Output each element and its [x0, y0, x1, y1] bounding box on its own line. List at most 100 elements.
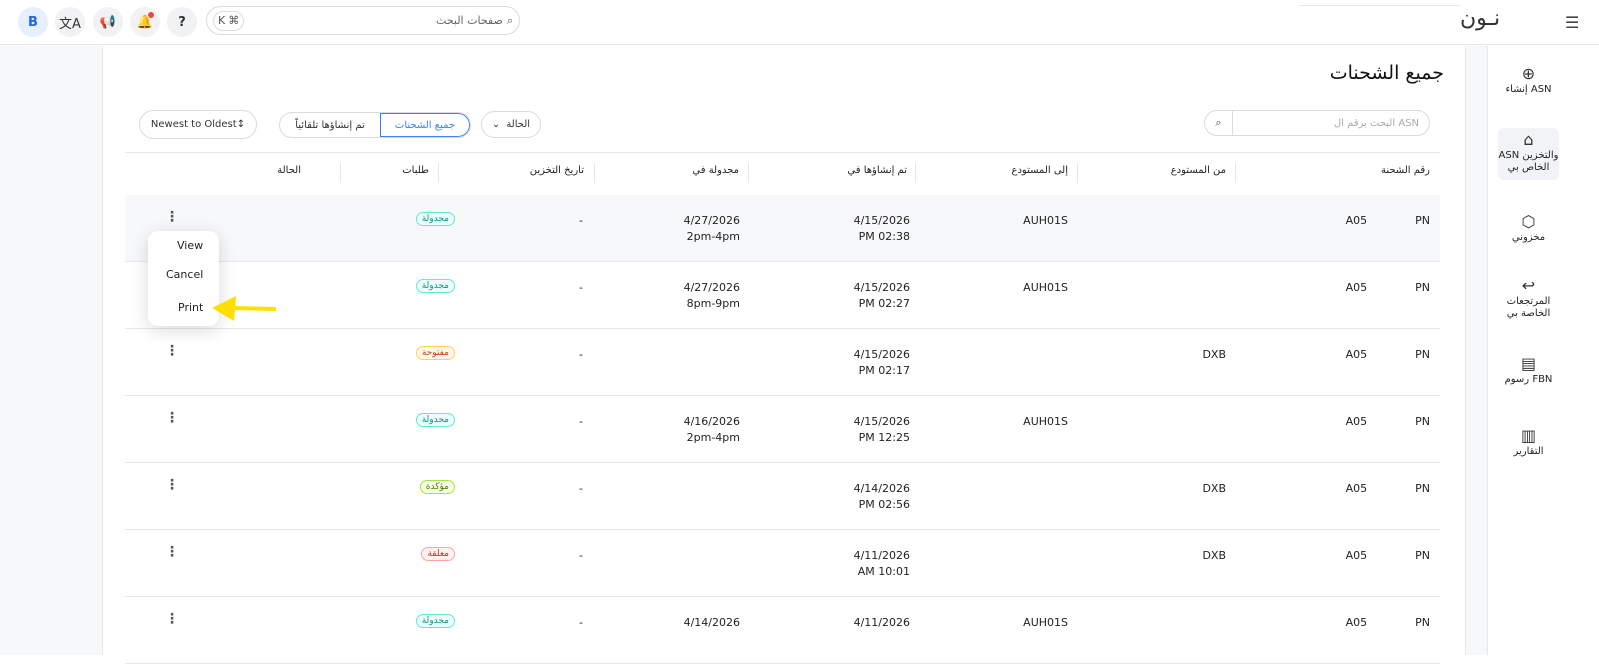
storage-date: - — [579, 482, 583, 495]
shortcut-hint: K ⌘ — [213, 10, 245, 31]
scheduled-time: 2pm-4pm — [686, 431, 740, 444]
notification-dot — [148, 12, 154, 18]
menu-item-view[interactable]: View — [177, 239, 204, 252]
status-badge: مجدولة — [415, 279, 455, 293]
tab-auto-created[interactable]: تم إنشاؤها تلقائياً — [295, 119, 365, 131]
created-date: 4/15/2026 — [853, 415, 910, 428]
avatar[interactable]: B — [18, 7, 48, 37]
report-icon: ▥ — [1520, 426, 1537, 445]
sidebar-item-label: إنشاء ASN — [1505, 84, 1552, 95]
divider — [1077, 163, 1078, 183]
sidebar-item-fbn-fees[interactable]: ▤ رسوم FBN — [1498, 352, 1559, 392]
sidebar-item-label: مخزوني — [1511, 232, 1546, 243]
created-date: 4/15/2026 — [853, 281, 910, 294]
storage-date: - — [579, 281, 583, 294]
table-row[interactable]: A05 PN AUH01S 4/15/2026 PM 02:27 4/27/2026… — [125, 262, 1440, 329]
shipment-number[interactable]: A05 PN — [1346, 615, 1430, 631]
storage-date: - — [579, 214, 583, 227]
status-filter-label: الحالة — [506, 119, 531, 130]
shipment-number[interactable]: A05 PN — [1346, 414, 1430, 430]
sidebar-item-inventory[interactable]: ⬡ مخزوني — [1498, 210, 1559, 250]
from-warehouse: DXB — [1202, 482, 1226, 495]
shipment-number-start: A05 — [1345, 348, 1368, 361]
status-badge: مجدولة — [415, 614, 455, 628]
table-row[interactable]: A05 PN AUH01S 4/15/2026 PM 02:38 4/27/2026… — [125, 195, 1440, 262]
table-row[interactable]: A05 PN DXB 4/11/2026 AM 10:01 - معلقة ⋮ — [125, 530, 1440, 597]
shipment-number-end: PN — [1415, 482, 1430, 495]
global-search-input[interactable]: K ⌘ صفحات البحث ⌕ — [206, 6, 520, 35]
divider — [1298, 5, 1460, 8]
tab-all-shipments[interactable]: جميع الشحنات — [380, 113, 470, 137]
created-time: AM 10:01 — [857, 565, 910, 578]
created-time: PM 02:27 — [858, 297, 910, 310]
to-warehouse: AUH01S — [1023, 281, 1068, 294]
sidebar-item-reports[interactable]: ▥ التقارير — [1498, 424, 1559, 464]
more-options-icon[interactable]: ⋮ — [165, 209, 179, 225]
scheduled-time: 8pm-9pm — [686, 297, 740, 310]
more-options-icon[interactable]: ⋮ — [165, 544, 179, 560]
storage-date: - — [579, 549, 583, 562]
translate-icon[interactable]: 文A — [55, 7, 85, 37]
more-options-icon[interactable]: ⋮ — [165, 410, 179, 426]
shipment-number[interactable]: A05 PN — [1346, 280, 1430, 296]
table-row[interactable]: A05 PN AUH01S 4/11/2026 4/14/2026 - مجدول… — [125, 597, 1440, 664]
more-options-icon[interactable]: ⋮ — [165, 343, 179, 359]
asn-search-input[interactable]: ⌕ البحث برقم ال ASN — [1204, 110, 1430, 136]
shipment-number-end: PN — [1415, 348, 1430, 361]
sidebar-item-create-asn[interactable]: ⊕ إنشاء ASN — [1498, 62, 1559, 102]
shipment-number-start: A05 — [1345, 281, 1368, 294]
created-date: 4/11/2026 — [853, 549, 910, 562]
table-row[interactable]: A05 PN DXB 4/14/2026 PM 02:56 - مؤكدة ⋮ — [125, 463, 1440, 530]
header-scheduled-at[interactable]: مجدولة في — [692, 165, 739, 176]
shipment-number[interactable]: A05 PN — [1346, 481, 1430, 497]
noon-logo[interactable]: نـون — [1460, 6, 1501, 31]
box-icon: ⬡ — [1521, 212, 1536, 231]
shipment-number[interactable]: A05 PN — [1346, 213, 1430, 229]
header-from-warehouse[interactable]: من المستودع — [1170, 165, 1226, 176]
more-options-icon[interactable]: ⋮ — [165, 611, 179, 627]
table-row[interactable]: A05 PN AUH01S 4/15/2026 PM 12:25 4/16/2026… — [125, 396, 1440, 463]
plus-circle-icon: ⊕ — [1521, 64, 1536, 83]
warehouse-icon: ⌂ — [1523, 130, 1534, 149]
created-time: PM 02:38 — [858, 230, 910, 243]
menu-item-cancel[interactable]: Cancel — [166, 268, 204, 281]
menu-icon[interactable]: ☰ — [1565, 13, 1580, 32]
status-filter-dropdown[interactable]: ⌄ الحالة — [481, 111, 541, 138]
created-time: PM 02:56 — [858, 498, 910, 511]
storage-date: - — [579, 348, 583, 361]
shipment-number[interactable]: A05 PN — [1346, 347, 1430, 363]
sort-button[interactable]: Newest to Oldest ↕ — [139, 110, 257, 139]
shipment-number-end: PN — [1415, 214, 1430, 227]
shipment-number[interactable]: A05 PN — [1346, 548, 1430, 564]
created-at: 4/11/2026 AM 10:01 — [854, 548, 910, 580]
more-options-icon[interactable]: ⋮ — [165, 477, 179, 493]
help-icon[interactable]: ? — [167, 7, 197, 37]
header-created-at[interactable]: تم إنشاؤها في — [847, 165, 907, 176]
divider — [438, 163, 439, 183]
created-at: 4/15/2026 PM 12:25 — [854, 414, 910, 446]
to-warehouse: AUH01S — [1023, 214, 1068, 227]
sidebar-item-returns[interactable]: ↩ المرتجعات الخاصة بي — [1498, 274, 1559, 326]
created-time: PM 12:25 — [858, 431, 910, 444]
sidebar-item-label: رسوم FBN — [1504, 374, 1553, 385]
header-shipment-number[interactable]: رقم الشحنة — [1380, 165, 1430, 176]
sidebar-item-label: المرتجعات الخاصة بي — [1506, 296, 1551, 319]
menu-item-print[interactable]: Print — [178, 301, 204, 314]
shipment-number-start: A05 — [1345, 482, 1368, 495]
header-status[interactable]: الحالة — [277, 165, 301, 176]
sort-icon: ↕ — [236, 119, 246, 130]
header-storage-date[interactable]: تاريخ التخزين — [529, 165, 584, 176]
shipment-number-end: PN — [1415, 549, 1430, 562]
top-bar: B 文A 📢 🔔 ? K ⌘ صفحات البحث ⌕ نـون ☰ — [0, 0, 1599, 45]
return-icon: ↩ — [1521, 276, 1536, 295]
scheduled-at: 4/27/2026 8pm-9pm — [684, 280, 740, 312]
search-placeholder: صفحات البحث — [435, 14, 503, 27]
search-icon: ⌕ — [506, 13, 513, 27]
table-row[interactable]: A05 PN DXB 4/15/2026 PM 02:17 - مفتوحة ⋮ — [125, 329, 1440, 396]
bell-icon[interactable]: 🔔 — [130, 7, 160, 37]
header-to-warehouse[interactable]: إلى المستودع — [1011, 165, 1068, 176]
header-orders[interactable]: طلبات — [402, 165, 429, 176]
sidebar-item-label: ASN والتخزين الخاص بي — [1498, 150, 1559, 173]
megaphone-icon[interactable]: 📢 — [93, 7, 123, 37]
sidebar-item-my-asn[interactable]: ⌂ ASN والتخزين الخاص بي — [1498, 128, 1559, 180]
